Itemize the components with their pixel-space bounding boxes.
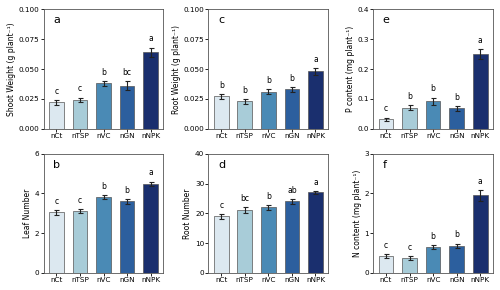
Bar	[72, 100, 88, 128]
Text: ab: ab	[287, 186, 296, 195]
Bar	[238, 210, 252, 273]
Bar	[144, 184, 158, 273]
Bar	[144, 52, 158, 128]
Text: c: c	[218, 15, 224, 26]
Y-axis label: Root Weight (g plant⁻¹): Root Weight (g plant⁻¹)	[172, 25, 181, 113]
Text: e: e	[383, 15, 390, 26]
Bar	[308, 71, 323, 128]
Bar	[261, 92, 276, 128]
Y-axis label: Root Number: Root Number	[184, 188, 192, 239]
Bar	[426, 101, 440, 128]
Text: b: b	[219, 81, 224, 90]
Bar	[238, 101, 252, 128]
Text: a: a	[313, 177, 318, 186]
Text: bc: bc	[240, 194, 250, 203]
Text: c: c	[408, 243, 412, 252]
Text: b: b	[101, 68, 106, 77]
Bar	[473, 195, 488, 273]
Text: a: a	[148, 168, 153, 177]
Bar	[450, 246, 464, 273]
Bar	[308, 193, 323, 273]
Bar	[96, 197, 111, 273]
Bar	[426, 247, 440, 273]
Text: b: b	[430, 231, 436, 240]
Text: a: a	[148, 35, 153, 44]
Bar	[450, 108, 464, 128]
Bar	[378, 119, 394, 128]
Bar	[284, 202, 299, 273]
Y-axis label: Leaf Number: Leaf Number	[23, 188, 32, 238]
Y-axis label: P content (mg plant⁻¹): P content (mg plant⁻¹)	[346, 26, 355, 112]
Bar	[261, 207, 276, 273]
Text: b: b	[266, 76, 271, 85]
Text: a: a	[478, 36, 482, 45]
Y-axis label: Shoot Weight (g plant⁻¹): Shoot Weight (g plant⁻¹)	[7, 22, 16, 116]
Text: c: c	[78, 196, 82, 205]
Text: b: b	[53, 160, 60, 170]
Text: c: c	[54, 87, 58, 96]
Bar	[402, 108, 417, 128]
Bar	[72, 211, 88, 273]
Text: d: d	[218, 160, 225, 170]
Text: b: b	[266, 192, 271, 201]
Text: a: a	[313, 55, 318, 64]
Text: c: c	[54, 197, 58, 206]
Bar	[120, 202, 134, 273]
Text: b: b	[290, 74, 294, 83]
Bar	[214, 216, 228, 273]
Text: b: b	[454, 230, 459, 239]
Text: c: c	[384, 241, 388, 250]
Text: a: a	[53, 15, 60, 26]
Bar	[473, 54, 488, 128]
Text: bc: bc	[122, 68, 132, 77]
Text: b: b	[124, 186, 130, 195]
Bar	[49, 212, 64, 273]
Text: a: a	[478, 177, 482, 186]
Text: f: f	[383, 160, 387, 170]
Bar	[284, 89, 299, 128]
Y-axis label: N content (mg plant⁻¹): N content (mg plant⁻¹)	[352, 170, 362, 257]
Bar	[402, 258, 417, 273]
Bar	[96, 83, 111, 128]
Text: c: c	[78, 84, 82, 93]
Bar	[378, 256, 394, 273]
Text: b: b	[242, 86, 247, 95]
Bar	[120, 86, 134, 128]
Text: b: b	[454, 93, 459, 102]
Bar	[214, 96, 228, 128]
Text: c: c	[384, 104, 388, 113]
Text: b: b	[430, 84, 436, 93]
Text: b: b	[101, 182, 106, 191]
Text: b: b	[407, 92, 412, 101]
Bar	[49, 102, 64, 128]
Text: c: c	[219, 201, 224, 210]
